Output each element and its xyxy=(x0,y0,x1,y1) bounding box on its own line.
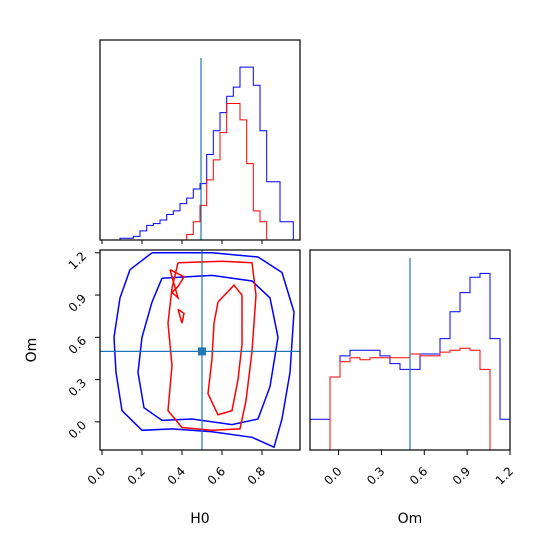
joint-contours xyxy=(100,250,300,450)
joint-y-tick-label-3: 0.9 xyxy=(66,291,89,314)
om-x-tick-label-3: 0.9 xyxy=(450,464,473,487)
joint-y-tick-label-2: 0.6 xyxy=(66,334,89,357)
contour-red-4 xyxy=(169,269,186,301)
joint-panel: 0.0 0.2 0.4 0.6 0.8 0.0 0.3 0.6 0.9 1.2 H0 Om xyxy=(24,249,301,527)
joint-x-tick-label-4: 0.8 xyxy=(245,464,268,487)
om-x-axis-label: Om xyxy=(398,511,423,527)
joint-x-tick-label-3: 0.6 xyxy=(205,464,228,487)
joint-x-ticks: 0.0 0.2 0.4 0.6 0.8 xyxy=(85,450,268,488)
joint-x-tick-label-1: 0.2 xyxy=(125,464,148,487)
om-x-tick-label-2: 0.6 xyxy=(407,464,430,487)
h0-histogram-blue xyxy=(100,66,300,241)
joint-y-axis-label: Om xyxy=(24,338,40,363)
h0-histogram-red xyxy=(100,103,300,241)
om-x-ticks: 0.0 0.3 0.6 0.9 1.2 xyxy=(321,450,516,488)
om-x-tick-label-1: 0.3 xyxy=(364,464,387,487)
contour-red-2 xyxy=(167,260,257,432)
contour-red-3 xyxy=(207,284,243,416)
joint-y-ticks: 0.0 0.3 0.6 0.9 1.2 xyxy=(66,249,100,441)
om-marginal-panel: 0.0 0.3 0.6 0.9 1.2 Om xyxy=(309,249,516,527)
om-histogram-series xyxy=(309,258,511,451)
joint-y-tick-label-1: 0.3 xyxy=(66,376,89,399)
joint-x-tick-label-0: 0.0 xyxy=(85,464,108,487)
h0-marginal-frame xyxy=(99,39,301,241)
om-marginal-frame xyxy=(309,249,511,451)
contour-blue-0 xyxy=(113,252,295,449)
joint-x-tick-label-2: 0.4 xyxy=(165,464,188,487)
joint-x-axis-label: H0 xyxy=(190,511,209,527)
contour-red-5 xyxy=(177,308,185,324)
om-histogram-blue xyxy=(309,272,511,450)
om-x-tick-label-4: 1.2 xyxy=(493,464,516,487)
om-x-tick-label-0: 0.0 xyxy=(321,464,344,487)
joint-y-tick-label-0: 0.0 xyxy=(66,418,89,441)
om-histogram-red xyxy=(310,347,510,451)
joint-frame xyxy=(99,249,301,451)
joint-truth-marker xyxy=(198,347,206,356)
contour-blue-1 xyxy=(137,274,279,426)
h0-marginal-panel xyxy=(99,39,301,244)
h0-marginal-ticks xyxy=(101,240,263,244)
joint-y-tick-label-4: 1.2 xyxy=(66,249,89,272)
h0-histogram-series xyxy=(100,58,300,241)
